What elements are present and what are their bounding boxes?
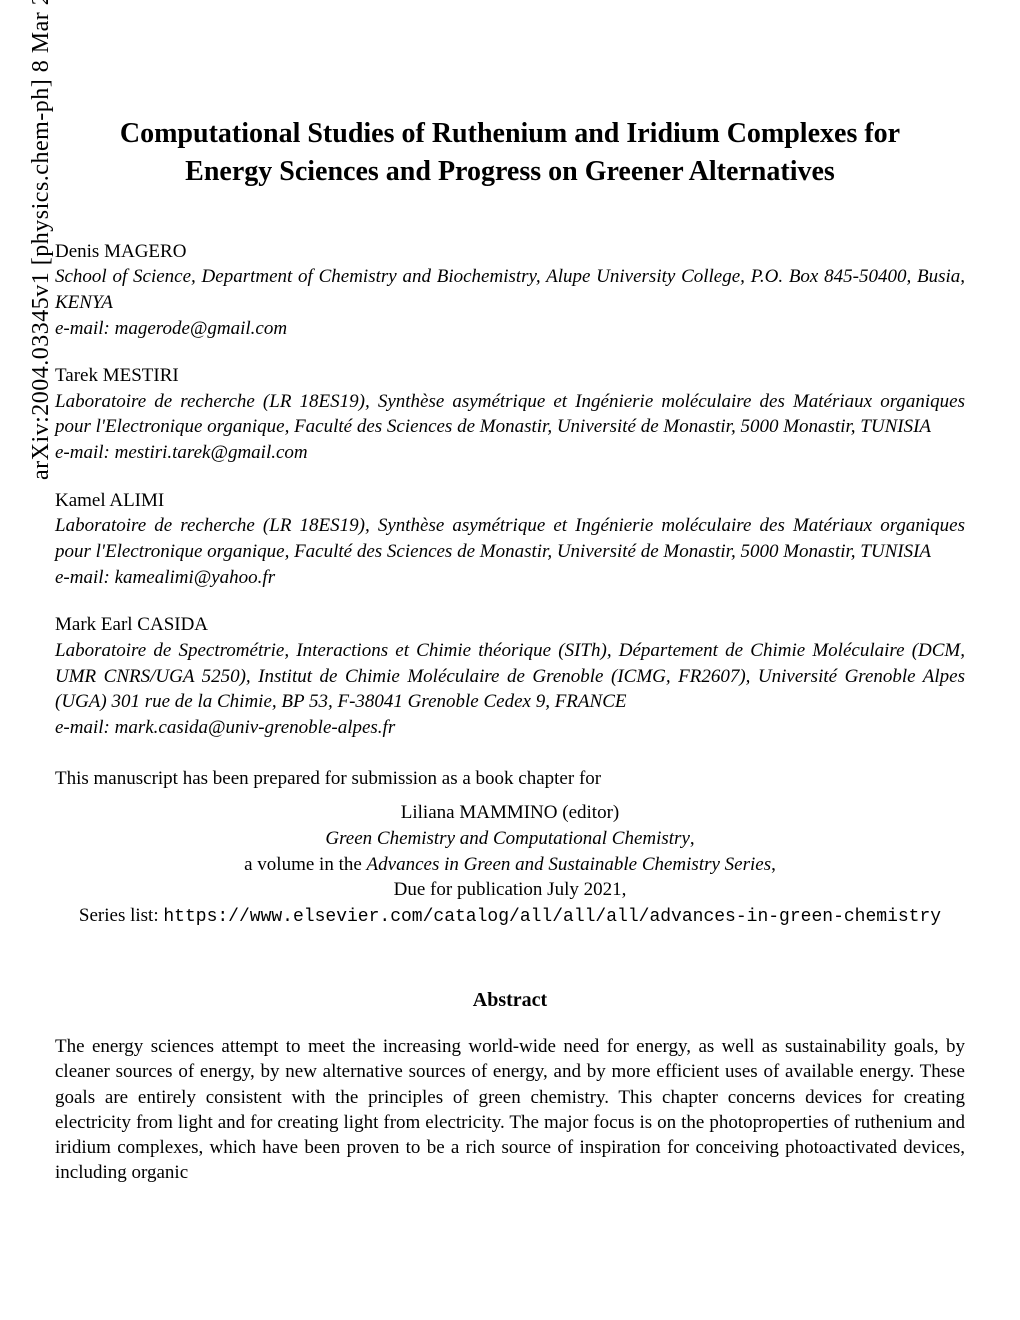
author-name: Tarek MESTIRI: [55, 363, 965, 389]
author-email: e-mail: kamealimi@yahoo.fr: [55, 565, 965, 591]
abstract-heading: Abstract: [55, 989, 965, 1012]
page-content: Computational Studies of Ruthenium and I…: [0, 0, 1020, 1185]
author-name: Denis MAGERO: [55, 239, 965, 265]
author-name: Mark Earl CASIDA: [55, 612, 965, 638]
comma: ,: [690, 828, 695, 849]
book-due: Due for publication July 2021,: [55, 877, 965, 903]
series-list-label: Series list:: [79, 905, 163, 926]
author-affiliation: School of Science, Department of Chemist…: [55, 264, 965, 315]
abstract-body: The energy sciences attempt to meet the …: [55, 1034, 965, 1184]
book-editor: Liliana MAMMINO (editor): [55, 800, 965, 826]
author-affiliation: Laboratoire de recherche (LR 18ES19), Sy…: [55, 389, 965, 440]
author-block-0: Denis MAGERO School of Science, Departme…: [55, 239, 965, 342]
series-url[interactable]: https://www.elsevier.com/catalog/all/all…: [163, 907, 941, 927]
series-name: Advances in Green and Sustainable Chemis…: [367, 854, 772, 875]
volume-prefix: a volume in the: [244, 854, 366, 875]
submission-note: This manuscript has been prepared for su…: [55, 768, 965, 790]
paper-title: Computational Studies of Ruthenium and I…: [55, 115, 965, 191]
comma: ,: [771, 854, 776, 875]
author-name: Kamel ALIMI: [55, 488, 965, 514]
author-affiliation: Laboratoire de recherche (LR 18ES19), Sy…: [55, 513, 965, 564]
book-info: Liliana MAMMINO (editor) Green Chemistry…: [55, 800, 965, 929]
author-block-1: Tarek MESTIRI Laboratoire de recherche (…: [55, 363, 965, 466]
author-email: e-mail: mark.casida@univ-grenoble-alpes.…: [55, 715, 965, 741]
author-email: e-mail: mestiri.tarek@gmail.com: [55, 440, 965, 466]
author-email: e-mail: magerode@gmail.com: [55, 316, 965, 342]
author-block-3: Mark Earl CASIDA Laboratoire de Spectrom…: [55, 612, 965, 740]
author-block-2: Kamel ALIMI Laboratoire de recherche (LR…: [55, 488, 965, 591]
author-affiliation: Laboratoire de Spectrométrie, Interactio…: [55, 638, 965, 715]
book-title: Green Chemistry and Computational Chemis…: [325, 828, 690, 849]
